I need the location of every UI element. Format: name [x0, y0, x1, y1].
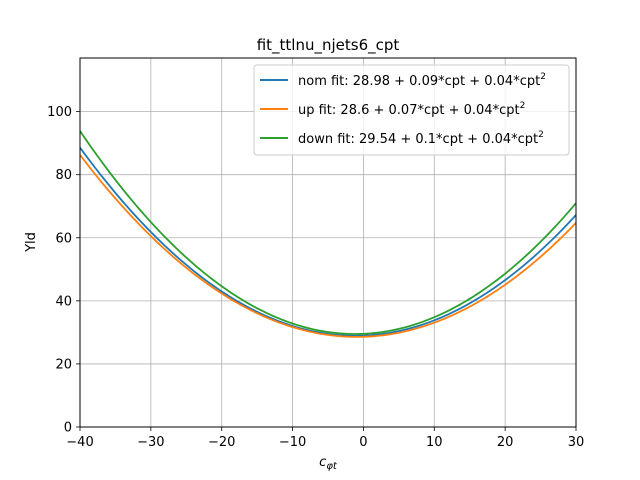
x-tick-label: −40	[66, 435, 93, 450]
legend-label-nom: nom fit: 28.98 + 0.09*cpt + 0.04*cpt2	[298, 72, 546, 89]
series-line-down	[79, 130, 577, 335]
x-axis-label-subscript: φt	[326, 461, 338, 472]
legend-label-up-sup: 2	[520, 101, 526, 111]
y-tick-label: 0	[64, 421, 72, 436]
x-tick-label: 20	[497, 435, 514, 450]
legend-label-up-text: up fit: 28.6 + 0.07*cpt + 0.04*cpt	[298, 103, 520, 118]
legend-label-down-text: down fit: 29.54 + 0.1*cpt + 0.04*cpt	[298, 132, 538, 147]
series-lines	[79, 130, 577, 338]
legend-label-down-sup: 2	[538, 130, 544, 140]
y-tick-label: 60	[55, 231, 72, 246]
legend-label-nom-text: nom fit: 28.98 + 0.09*cpt + 0.04*cpt	[298, 74, 540, 89]
legend-label-down: down fit: 29.54 + 0.1*cpt + 0.04*cpt2	[298, 130, 544, 147]
y-tick-label: 100	[47, 105, 72, 120]
axis-ticks: −40 −30 −20 −10 0 10 20 30 0 20 40 60 80 100	[47, 105, 584, 450]
x-axis-label-base: c	[319, 455, 326, 470]
legend-label-up: up fit: 28.6 + 0.07*cpt + 0.04*cpt2	[298, 101, 525, 118]
legend-label-nom-sup: 2	[540, 72, 546, 82]
y-tick-label: 40	[55, 294, 72, 309]
y-tick-label: 20	[55, 357, 72, 372]
chart-title: fit_ttlnu_njets6_cpt	[257, 36, 400, 55]
legend: nom fit: 28.98 + 0.09*cpt + 0.04*cpt2 up…	[253, 64, 570, 156]
y-axis-label: Yld	[24, 232, 39, 253]
x-tick-label: −30	[137, 435, 164, 450]
series-line-up	[79, 154, 577, 338]
legend-box	[253, 64, 570, 156]
series-line-nom	[79, 147, 577, 337]
x-tick-label: 30	[568, 435, 585, 450]
x-tick-label: −20	[208, 435, 235, 450]
x-tick-label: 0	[359, 435, 367, 450]
plot-frame	[79, 57, 577, 428]
x-tick-label: −10	[279, 435, 306, 450]
y-tick-label: 80	[55, 168, 72, 183]
x-tick-label: 10	[426, 435, 443, 450]
x-axis-label: cφt	[319, 455, 338, 472]
